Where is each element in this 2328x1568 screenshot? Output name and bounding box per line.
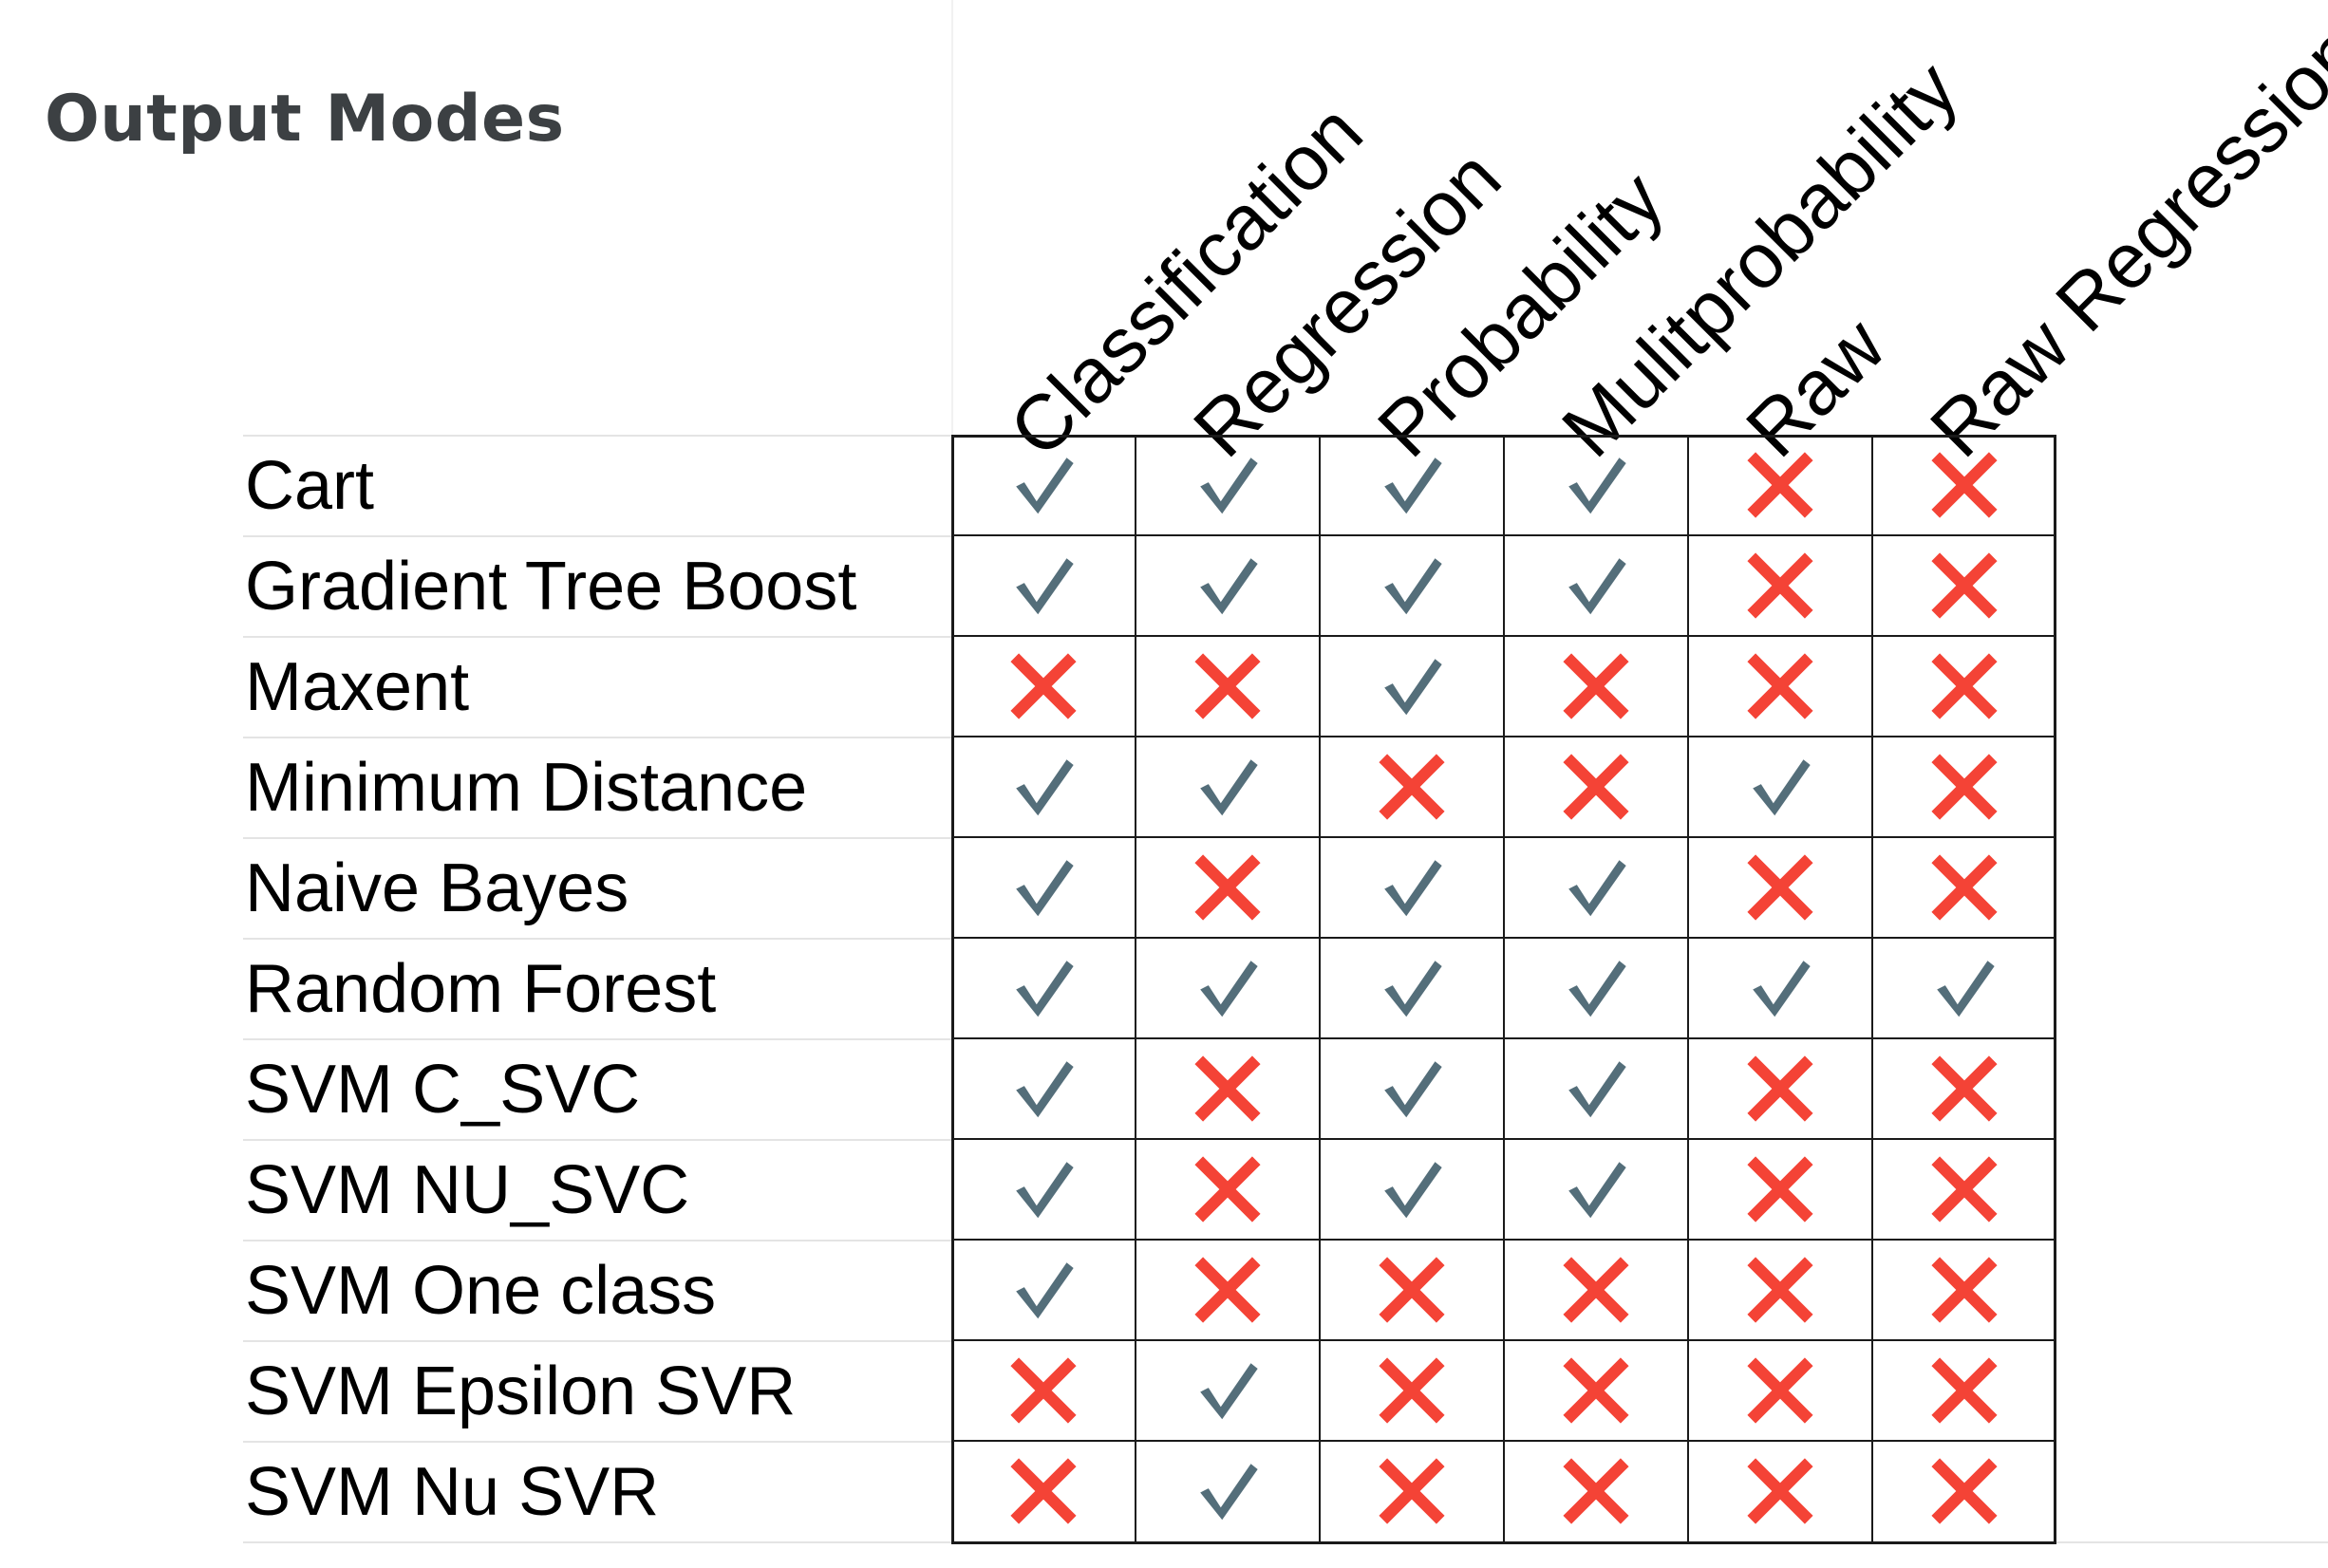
cross-icon [1688,535,1872,636]
check-icon [1136,535,1320,636]
check-icon [1320,938,1504,1038]
check-icon [1320,1038,1504,1139]
check-icon [1320,1139,1504,1240]
divider [2056,1541,2328,1543]
cross-icon [1136,1240,1320,1340]
cross-icon [1688,1038,1872,1139]
cross-icon [1136,636,1320,737]
cross-icon [1872,1441,2056,1541]
row-label: Gradient Tree Boost [243,535,951,636]
grid-line [1135,438,1136,1541]
check-icon [1320,837,1504,938]
check-icon [1688,938,1872,1038]
cross-icon [1688,837,1872,938]
cross-icon [1872,1038,2056,1139]
column-header: Raw Regression [1914,9,2328,474]
check-icon [951,1240,1136,1340]
cross-icon [1320,737,1504,837]
grid-line [1503,438,1505,1541]
cross-icon [1136,1038,1320,1139]
cross-icon [1504,636,1688,737]
check-icon [1504,938,1688,1038]
check-icon [951,1139,1136,1240]
row-label: SVM One class [243,1240,951,1340]
row-label: SVM NU_SVC [243,1139,951,1240]
check-icon [1320,636,1504,737]
check-icon [1136,737,1320,837]
support-matrix [951,435,2056,1544]
check-icon [951,837,1136,938]
check-icon [1136,938,1320,1038]
cross-icon [1688,1441,1872,1541]
check-icon [1504,535,1688,636]
check-icon [951,737,1136,837]
cross-icon [1688,1240,1872,1340]
cross-icon [951,1441,1136,1541]
cross-icon [1872,837,2056,938]
cross-icon [1872,1340,2056,1441]
check-icon [1136,1340,1320,1441]
cross-icon [1504,1441,1688,1541]
cross-icon [1504,1340,1688,1441]
check-icon [951,1038,1136,1139]
grid-line [1687,438,1689,1541]
cross-icon [1136,837,1320,938]
check-icon [1688,737,1872,837]
cross-icon [1872,636,2056,737]
row-label: Cart [243,435,951,535]
row-label: Naive Bayes [243,837,951,938]
divider [951,0,953,437]
cross-icon [1688,1139,1872,1240]
check-icon [1320,535,1504,636]
check-icon [1504,1038,1688,1139]
check-icon [1504,1139,1688,1240]
cross-icon [951,1340,1136,1441]
cross-icon [1688,1340,1872,1441]
row-label: SVM C_SVC [243,1038,951,1139]
cross-icon [1872,1139,2056,1240]
check-icon [1136,1441,1320,1541]
row-label: Minimum Distance [243,737,951,837]
cross-icon [1688,636,1872,737]
cross-icon [1320,1340,1504,1441]
check-icon [1504,435,1688,535]
cross-icon [1688,435,1872,535]
row-label: SVM Nu SVR [243,1441,951,1541]
check-icon [1136,435,1320,535]
cross-icon [1320,1240,1504,1340]
cross-icon [1872,1240,2056,1340]
check-icon [951,938,1136,1038]
cross-icon [1504,1240,1688,1340]
cross-icon [1872,535,2056,636]
check-icon [1320,435,1504,535]
cross-icon [1136,1139,1320,1240]
cross-icon [1504,737,1688,837]
cross-icon [1872,435,2056,535]
check-icon [951,435,1136,535]
row-label: SVM Epsilon SVR [243,1340,951,1441]
row-divider [243,1541,951,1543]
cross-icon [1320,1441,1504,1541]
row-label: Random Forest [243,938,951,1038]
row-label: Maxent [243,636,951,737]
page-title: Output Modes [45,82,565,157]
cross-icon [1872,737,2056,837]
grid-line [1871,438,1873,1541]
check-icon [1872,938,2056,1038]
check-icon [1504,837,1688,938]
check-icon [951,535,1136,636]
cross-icon [951,636,1136,737]
grid-line [1319,438,1321,1541]
